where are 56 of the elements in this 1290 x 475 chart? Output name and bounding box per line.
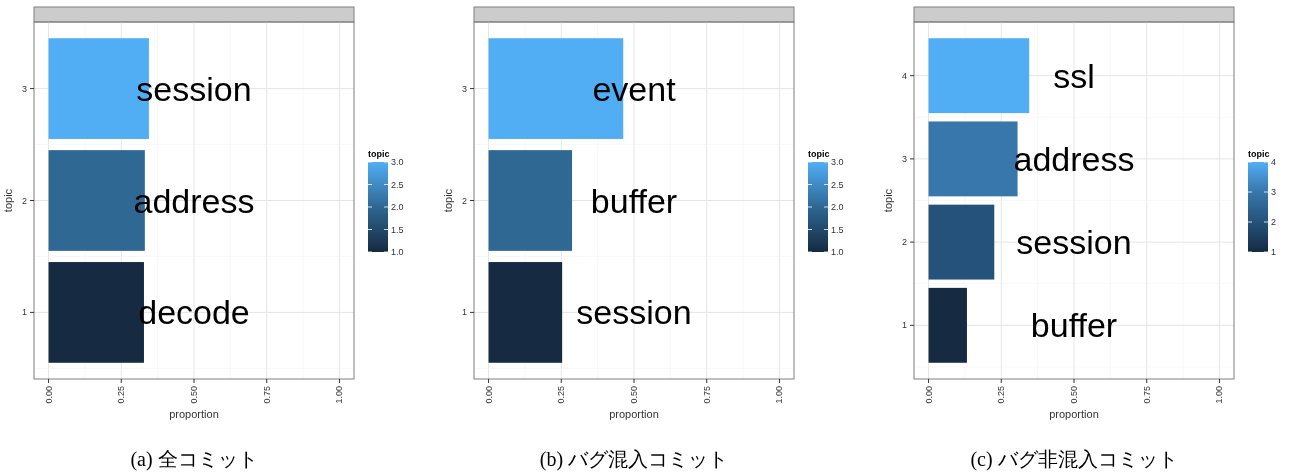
color-bar-label: 1.0 bbox=[391, 247, 404, 257]
y-tick-label: 3 bbox=[901, 153, 907, 164]
x-tick-label: 0.75 bbox=[261, 386, 272, 404]
x-tick-label: 0.50 bbox=[1069, 386, 1079, 404]
color-bar-title: topic bbox=[808, 149, 830, 159]
x-tick-label: 0.50 bbox=[629, 386, 639, 404]
y-tick-label: 2 bbox=[461, 195, 467, 206]
text: (a) 全コミット bbox=[130, 448, 258, 471]
color-bar-label: 3.0 bbox=[831, 157, 844, 167]
color-bar-label: 2.5 bbox=[831, 179, 844, 190]
y-tick-label: 1 bbox=[21, 307, 27, 318]
color-bar-label: 1.5 bbox=[391, 224, 404, 235]
x-tick-label: 1.00 bbox=[1214, 386, 1225, 404]
x-tick-label: 0.00 bbox=[923, 386, 934, 404]
y-axis-title: topic bbox=[442, 188, 454, 213]
y-tick-label: 2 bbox=[901, 237, 907, 248]
y-tick-label: 1 bbox=[901, 320, 907, 331]
color-bar-title: topic bbox=[1248, 149, 1270, 159]
color-bar-label: 2.0 bbox=[831, 202, 844, 212]
y-axis-title: topic bbox=[882, 188, 894, 213]
x-tick-label: 1.00 bbox=[774, 386, 785, 404]
data-label: buffer bbox=[1030, 306, 1118, 345]
color-bar-label: 4 bbox=[1271, 157, 1277, 167]
x-tick-label: 0.25 bbox=[116, 386, 127, 404]
y-tick-label: 3 bbox=[461, 83, 467, 94]
y-tick-label: 3 bbox=[21, 83, 27, 94]
x-tick-label: 1.00 bbox=[334, 386, 345, 404]
color-bar-label: 1.0 bbox=[831, 247, 844, 257]
color-bar-label: 2 bbox=[1271, 217, 1277, 227]
x-tick-label: 0.25 bbox=[996, 386, 1007, 404]
data-label: session bbox=[1016, 223, 1132, 262]
x-tick-label: 0.50 bbox=[189, 386, 199, 404]
color-bar-title: topic bbox=[368, 149, 390, 159]
text: (b) バグ混入コミット bbox=[539, 448, 729, 471]
y-tick-label: 4 bbox=[901, 70, 907, 81]
x-tick-label: 0.00 bbox=[483, 386, 494, 404]
color-bar-label: 3.0 bbox=[391, 157, 404, 167]
data-label: ssl bbox=[1053, 56, 1095, 95]
x-axis-title: proportion bbox=[169, 408, 219, 420]
x-tick-label: 0.25 bbox=[556, 386, 567, 404]
x-tick-label: 0.75 bbox=[1141, 386, 1152, 404]
y-tick-label: 1 bbox=[461, 307, 467, 318]
x-tick-label: 0.75 bbox=[701, 386, 712, 404]
color-bar-label: 3 bbox=[1271, 187, 1277, 197]
color-bar-label: 2.0 bbox=[391, 202, 404, 212]
data-label: session bbox=[576, 293, 692, 332]
color-bar-label: 2.5 bbox=[391, 179, 404, 190]
x-axis-title: proportion bbox=[609, 408, 659, 420]
color-bar-label: 1.5 bbox=[831, 224, 844, 235]
data-label: buffer bbox=[590, 181, 678, 220]
x-axis-title: proportion bbox=[1049, 408, 1099, 420]
x-tick-label: 0.00 bbox=[43, 386, 54, 404]
y-tick-label: 2 bbox=[21, 195, 27, 206]
text: (c) バグ非混入コミット bbox=[970, 448, 1178, 471]
y-axis-title: topic bbox=[2, 188, 14, 213]
color-bar-label: 1 bbox=[1271, 247, 1277, 257]
